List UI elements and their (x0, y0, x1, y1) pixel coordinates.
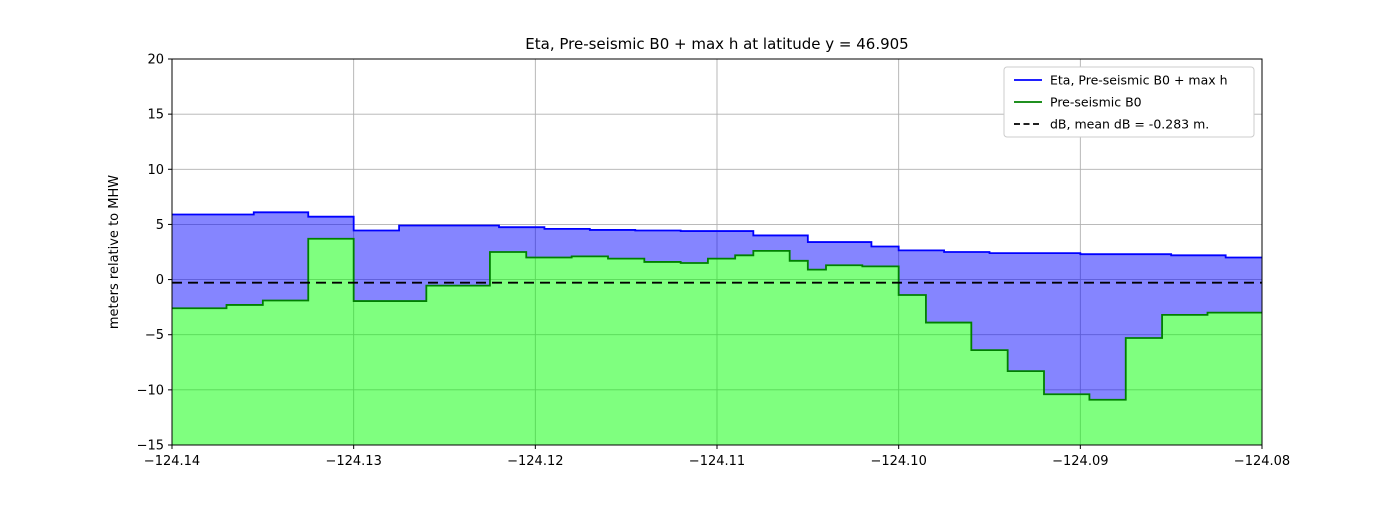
eta-line (172, 211, 1262, 259)
x-tick-label: −124.10 (870, 454, 926, 469)
chart-title: Eta, Pre-seismic B0 + max h at latitude … (525, 35, 908, 53)
legend-label: dB, mean dB = -0.283 m. (1050, 117, 1209, 132)
y-tick-label: −5 (145, 328, 164, 343)
legend-box (1003, 66, 1255, 138)
legend-label: Pre-seismic B0 (1050, 95, 1142, 110)
eta-fill-area (172, 212, 1262, 400)
b0-line (172, 237, 1262, 401)
y-tick-label: −15 (137, 439, 164, 454)
legend-label: Eta, Pre-seismic B0 + max h (1050, 73, 1228, 88)
y-tick-label: 15 (147, 108, 164, 123)
b0-fill-area (172, 238, 1262, 445)
y-tick-label: 0 (156, 273, 164, 288)
x-tick-label: −124.11 (689, 454, 745, 469)
y-tick-label: −10 (137, 383, 164, 398)
x-tick-label: −124.09 (1052, 454, 1108, 469)
y-axis-label: meters relative to MHW (107, 175, 122, 329)
x-tick-label: −124.12 (507, 454, 563, 469)
x-tick-label: −124.14 (144, 454, 200, 469)
y-tick-label: 20 (147, 53, 164, 68)
x-tick-label: −124.13 (325, 454, 381, 469)
x-tick-label: −124.08 (1234, 454, 1290, 469)
y-tick-label: 10 (147, 163, 164, 178)
chart-generated-layers: −124.14 −124.13 −124.12 −124.11 −124.10 −124.… (137, 53, 1291, 470)
y-tick-label: 5 (156, 218, 164, 233)
